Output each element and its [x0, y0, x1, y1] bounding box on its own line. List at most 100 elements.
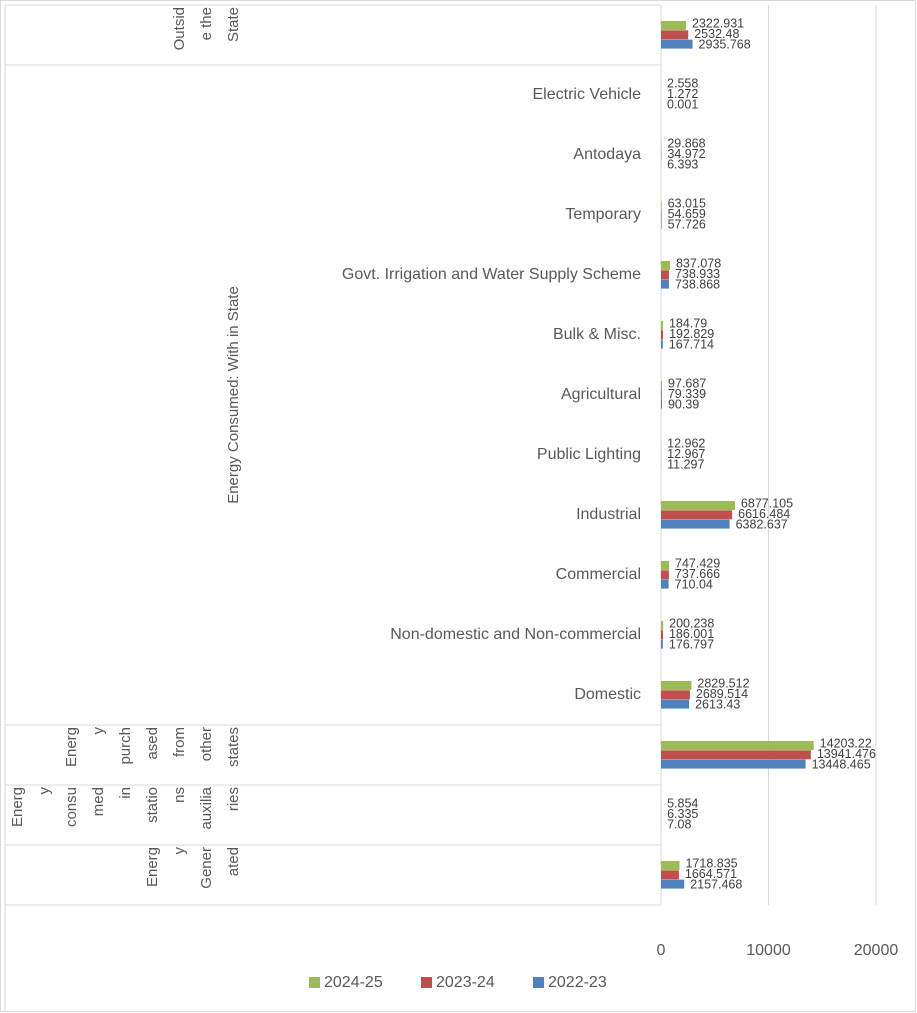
bar	[661, 390, 662, 400]
bar	[661, 579, 669, 589]
data-label: 57.726	[668, 217, 706, 231]
bar	[661, 399, 662, 409]
data-label: 738.933	[675, 267, 720, 281]
data-label: 710.04	[675, 577, 713, 591]
data-label: 186.001	[669, 627, 714, 641]
bar	[661, 861, 680, 870]
data-label: 1718.835	[685, 856, 737, 870]
bar	[661, 699, 690, 709]
group-label: from	[171, 727, 188, 757]
data-label: 200.238	[669, 616, 714, 630]
legend-label: 2023-24	[436, 974, 495, 991]
bar	[661, 879, 685, 889]
group-label: ns	[171, 787, 188, 803]
x-tick-label: 10000	[746, 942, 791, 959]
bar	[661, 870, 679, 880]
category-label: Agricultural	[561, 386, 641, 403]
legend-label: 2024-25	[324, 974, 383, 991]
group-label: Energ	[9, 787, 26, 827]
data-label: 13941.476	[817, 747, 876, 761]
bar	[661, 741, 814, 750]
bar	[661, 39, 693, 49]
data-label: 2157.468	[690, 877, 742, 891]
group-label: purch	[117, 727, 134, 765]
data-label: 192.829	[669, 327, 714, 341]
bar	[661, 321, 663, 330]
category-label: Bulk & Misc.	[553, 326, 641, 343]
bar	[661, 690, 690, 700]
group-label: ased	[144, 727, 161, 760]
group-label: statio	[144, 787, 161, 823]
group-label: consu	[63, 787, 80, 827]
data-label: 63.015	[668, 196, 706, 210]
group-label: ated	[225, 847, 242, 876]
bar	[661, 630, 663, 640]
bar	[661, 750, 811, 760]
x-tick-label: 0	[657, 942, 666, 959]
group-label: Energ	[63, 727, 80, 767]
category-label: Industrial	[576, 506, 641, 523]
bar	[661, 201, 662, 210]
data-label: 0.001	[667, 97, 698, 111]
data-label: 184.79	[669, 316, 707, 330]
legend-swatch	[533, 977, 544, 988]
group-label: Energ	[144, 847, 161, 887]
category-label: Non-domestic and Non-commercial	[390, 626, 641, 643]
data-label: 29.868	[667, 136, 705, 150]
bar	[661, 330, 664, 340]
legend-label: 2022-23	[548, 974, 607, 991]
group-label: other	[198, 727, 215, 761]
data-label: 6382.637	[736, 517, 788, 531]
group-label: State	[225, 7, 242, 42]
group-label: Gener	[198, 847, 215, 889]
group-label: ries	[225, 787, 242, 811]
bar	[661, 519, 730, 529]
bar	[661, 501, 735, 510]
data-label: 1664.571	[685, 867, 737, 881]
data-label: 738.868	[675, 277, 720, 291]
data-label: 6877.105	[741, 496, 793, 510]
bar	[661, 561, 670, 570]
data-label: 7.08	[667, 817, 691, 831]
category-label: Domestic	[574, 686, 641, 703]
category-label: Temporary	[565, 206, 641, 223]
bar	[661, 279, 669, 289]
group-label: e the	[198, 7, 215, 40]
data-label: 11.297	[667, 457, 704, 471]
data-label: 176.797	[669, 637, 714, 651]
group-label: Outsid	[171, 7, 188, 50]
data-label: 14203.22	[820, 736, 872, 750]
data-label: 837.078	[676, 256, 721, 270]
group-label: in	[117, 787, 134, 799]
bar	[661, 261, 670, 270]
data-label: 2829.512	[697, 676, 749, 690]
data-label: 90.39	[668, 397, 699, 411]
x-tick-label: 20000	[854, 942, 899, 959]
bar	[661, 219, 662, 229]
category-label: Govt. Irrigation and Water Supply Scheme	[342, 266, 641, 283]
data-label: 6616.484	[738, 507, 790, 521]
bar	[661, 759, 806, 769]
data-label: 6.393	[667, 157, 698, 171]
data-label: 2.558	[667, 76, 698, 90]
data-label: 2613.43	[695, 697, 740, 711]
bar	[661, 510, 733, 520]
data-label: 6.335	[667, 807, 698, 821]
data-label: 13448.465	[812, 757, 871, 771]
category-label: Electric Vehicle	[533, 86, 642, 103]
bar	[661, 270, 669, 280]
data-label: 54.659	[668, 207, 706, 221]
data-label: 2532.48	[694, 27, 739, 41]
category-label: Antodaya	[573, 146, 641, 163]
data-label: 737.666	[675, 567, 720, 581]
group-label: states	[225, 727, 242, 767]
data-label: 97.687	[668, 376, 706, 390]
category-label: Public Lighting	[537, 446, 641, 463]
data-label: 2935.768	[699, 37, 751, 51]
group-label: y	[171, 847, 188, 855]
bar	[661, 570, 669, 580]
group-label: y	[36, 787, 53, 795]
data-label: 2689.514	[696, 687, 748, 701]
